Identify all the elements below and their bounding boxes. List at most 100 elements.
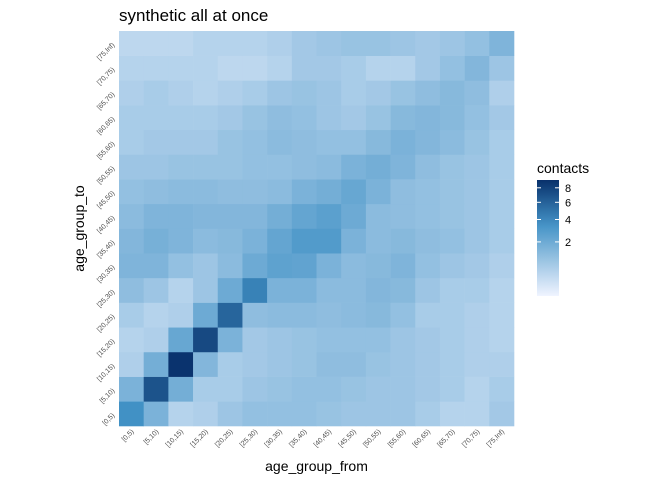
x-axis-title: age_group_from: [265, 458, 368, 474]
heatmap-cell: [168, 228, 194, 254]
heatmap-cell: [316, 105, 342, 131]
heatmap-cell: [464, 351, 490, 377]
y-tick-label: [0,5): [102, 412, 117, 427]
heatmap-cell: [390, 80, 416, 106]
heatmap-cell: [365, 154, 391, 180]
heatmap-cell: [217, 154, 243, 180]
heatmap-cell: [390, 203, 416, 229]
heatmap-cell: [143, 401, 169, 427]
x-tick-label: [65,70): [436, 428, 456, 448]
heatmap-cell: [217, 129, 243, 155]
heatmap-cell: [119, 154, 144, 180]
y-tick-label: [75,Inf): [96, 42, 116, 62]
heatmap-cell: [193, 105, 219, 131]
heatmap-cell: [217, 31, 243, 56]
heatmap-cell: [341, 327, 367, 353]
heatmap-cells: [119, 31, 515, 427]
heatmap-cell: [168, 351, 194, 377]
heatmap-cell: [464, 105, 490, 131]
heatmap-cell: [439, 228, 465, 254]
heatmap-cell: [390, 302, 416, 328]
heatmap-cell: [365, 401, 391, 427]
heatmap-cell: [365, 179, 391, 205]
heatmap-cell: [489, 179, 515, 205]
heatmap-cell: [341, 302, 367, 328]
heatmap-cell: [143, 376, 169, 402]
heatmap-cell: [291, 203, 317, 229]
heatmap-cell: [489, 327, 515, 353]
heatmap-cell: [489, 154, 515, 180]
y-tick-label: [60,65): [96, 116, 116, 136]
heatmap-cell: [390, 228, 416, 254]
heatmap-cell: [316, 203, 342, 229]
heatmap-cell: [119, 228, 144, 254]
heatmap-cell: [291, 31, 317, 56]
heatmap-cell: [316, 179, 342, 205]
heatmap-cell: [390, 129, 416, 155]
heatmap-cell: [439, 351, 465, 377]
heatmap-cell: [119, 253, 144, 279]
heatmap-cell: [415, 401, 441, 427]
heatmap-cell: [291, 253, 317, 279]
heatmap-cell: [267, 228, 293, 254]
heatmap-cell: [193, 129, 219, 155]
heatmap-cell: [168, 327, 194, 353]
legend-tick-label: 8: [565, 183, 571, 195]
heatmap-cell: [168, 154, 194, 180]
legend-tick-label: 4: [565, 215, 571, 227]
heatmap-cell: [415, 129, 441, 155]
heatmap-cell: [464, 253, 490, 279]
heatmap-cell: [119, 55, 144, 81]
heatmap-cell: [464, 55, 490, 81]
heatmap-cell: [193, 203, 219, 229]
heatmap-cell: [415, 327, 441, 353]
heatmap-cell: [316, 154, 342, 180]
heatmap-cell: [316, 351, 342, 377]
heatmap-cell: [415, 302, 441, 328]
heatmap-cell: [143, 154, 169, 180]
y-tick-label: [25,30): [96, 289, 116, 309]
x-tick-label: [50,55): [362, 428, 382, 448]
heatmap-cell: [464, 277, 490, 303]
heatmap-cell: [489, 80, 515, 106]
y-tick-label: [70,75): [96, 66, 116, 86]
heatmap-cell: [341, 31, 367, 56]
heatmap-cell: [242, 179, 268, 205]
heatmap-cell: [415, 228, 441, 254]
heatmap-cell: [119, 179, 144, 205]
heatmap-cell: [267, 80, 293, 106]
heatmap-cell: [365, 129, 391, 155]
heatmap-cell: [341, 105, 367, 131]
heatmap-cell: [193, 253, 219, 279]
heatmap-cell: [193, 80, 219, 106]
heatmap-cell: [267, 253, 293, 279]
heatmap-cell: [242, 401, 268, 427]
heatmap-cell: [242, 154, 268, 180]
heatmap-cell: [439, 203, 465, 229]
heatmap-cell: [464, 203, 490, 229]
heatmap-cell: [489, 302, 515, 328]
heatmap-cell: [390, 327, 416, 353]
heatmap-cell: [390, 105, 416, 131]
legend-ticks: 2 4 6 8: [537, 183, 571, 249]
heatmap-cell: [341, 277, 367, 303]
y-tick-label: [5,10): [99, 387, 117, 405]
heatmap-cell: [365, 55, 391, 81]
heatmap-cell: [143, 302, 169, 328]
heatmap-cell: [193, 351, 219, 377]
heatmap-cell: [217, 203, 243, 229]
heatmap-cell: [267, 351, 293, 377]
heatmap-cell: [365, 376, 391, 402]
x-tick-label: [10,15): [165, 428, 185, 448]
heatmap-cell: [267, 376, 293, 402]
heatmap-cell: [365, 31, 391, 56]
heatmap-cell: [217, 376, 243, 402]
heatmap-cell: [415, 351, 441, 377]
heatmap-cell: [439, 179, 465, 205]
heatmap-cell: [489, 55, 515, 81]
heatmap-cell: [390, 253, 416, 279]
heatmap-cell: [489, 129, 515, 155]
heatmap-cell: [316, 401, 342, 427]
x-tick-label: [60,65): [412, 428, 432, 448]
y-tick-label: [10,15): [96, 363, 116, 383]
